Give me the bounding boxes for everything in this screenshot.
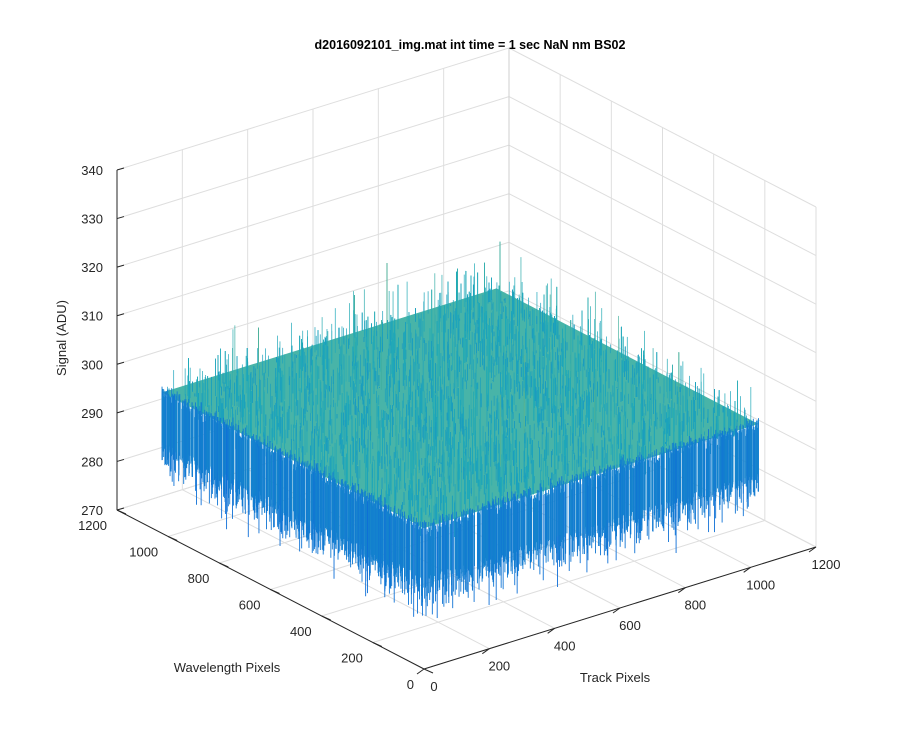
grid-line-z-right [508,241,817,402]
grid-line-z-right [508,96,817,257]
grid-line-z-back [116,144,510,268]
grid-line-z-back [116,96,510,220]
grid-line-floor-y [372,520,765,643]
grid-line-z-right [508,144,817,305]
surface [161,241,759,619]
grid-line-z-back [116,193,510,317]
grid-line-z-back [116,241,510,365]
grid-line-z-right [508,193,817,354]
grid-line-z-right [508,47,817,208]
grid-line-z-back [116,47,510,171]
grid-line-z-right [508,290,817,451]
